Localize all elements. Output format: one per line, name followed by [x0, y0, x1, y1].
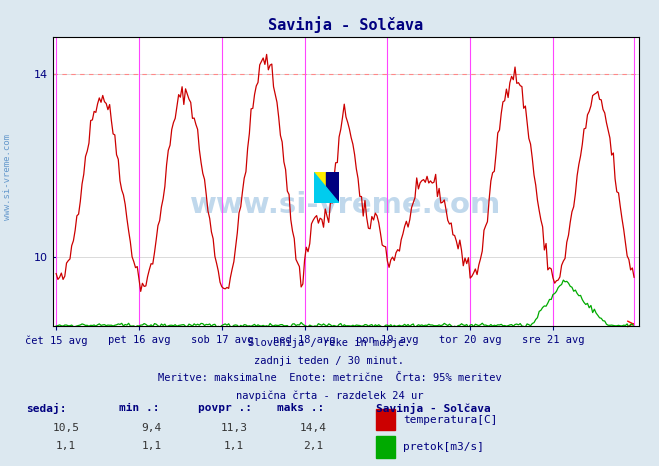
Text: Meritve: maksimalne  Enote: metrične  Črta: 95% meritev: Meritve: maksimalne Enote: metrične Črta…: [158, 373, 501, 383]
Text: povpr .:: povpr .:: [198, 403, 252, 413]
Text: temperatura[C]: temperatura[C]: [403, 415, 498, 425]
Text: Savinja - Solčava: Savinja - Solčava: [376, 403, 490, 414]
Text: 1,1: 1,1: [142, 441, 161, 451]
Text: 14,4: 14,4: [300, 423, 326, 432]
Text: navpična črta - razdelek 24 ur: navpična črta - razdelek 24 ur: [236, 391, 423, 402]
Text: pretok[m3/s]: pretok[m3/s]: [403, 442, 484, 452]
Title: Savinja - Solčava: Savinja - Solčava: [268, 16, 424, 34]
Text: 11,3: 11,3: [221, 423, 247, 432]
Text: 9,4: 9,4: [142, 423, 161, 432]
Text: zadnji teden / 30 minut.: zadnji teden / 30 minut.: [254, 356, 405, 365]
Text: Slovenija / reke in morje.: Slovenija / reke in morje.: [248, 338, 411, 348]
Text: 1,1: 1,1: [224, 441, 244, 451]
Text: 2,1: 2,1: [303, 441, 323, 451]
Text: 10,5: 10,5: [53, 423, 79, 432]
Text: min .:: min .:: [119, 403, 159, 413]
Text: 1,1: 1,1: [56, 441, 76, 451]
Polygon shape: [314, 172, 339, 203]
Bar: [376, 409, 395, 431]
Bar: [326, 172, 339, 203]
Text: www.si-vreme.com: www.si-vreme.com: [190, 191, 501, 219]
Bar: [376, 436, 395, 458]
Bar: [314, 172, 326, 203]
Text: maks .:: maks .:: [277, 403, 324, 413]
Text: sedaj:: sedaj:: [26, 403, 67, 414]
Text: www.si-vreme.com: www.si-vreme.com: [3, 134, 13, 220]
